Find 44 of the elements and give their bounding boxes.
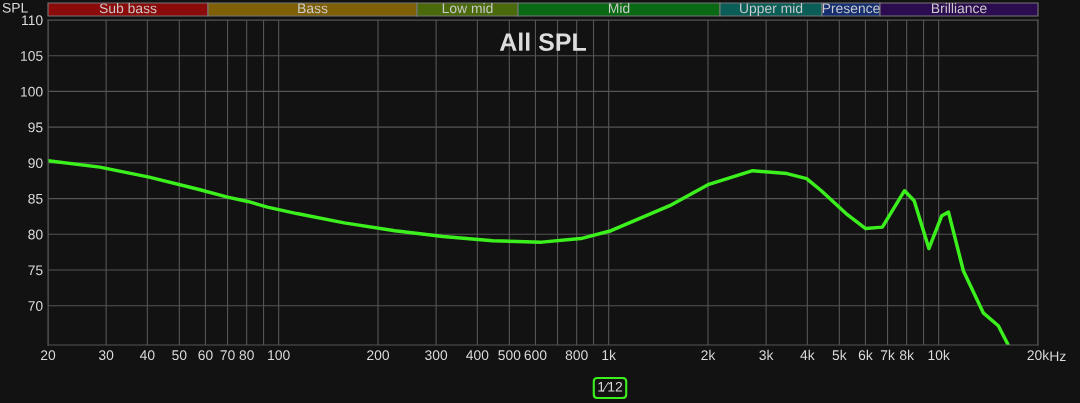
x-tick-label: 800 (565, 350, 588, 361)
x-tick-label: 20k (1027, 349, 1050, 361)
x-tick-label: 20 (40, 350, 56, 361)
y-tick-label: 100 (21, 86, 43, 97)
x-tick-label: 4k (800, 349, 815, 360)
x-tick-label: 100 (268, 350, 290, 361)
x-tick-label: 60 (198, 350, 213, 361)
y-tick-label: 75 (28, 265, 43, 276)
text: Presence (822, 3, 880, 14)
x-tick-label: 7k (880, 349, 895, 360)
x-tick-label: 5k (832, 349, 847, 361)
text: Brilliance (931, 3, 987, 14)
text: 1⁄12 (598, 381, 623, 392)
text: Sub bass (99, 3, 157, 14)
x-axis-title: Hz (1050, 351, 1066, 361)
x-tick-label: 50 (172, 350, 187, 361)
x-tick-label: 6k (858, 349, 873, 361)
text: Upper mid (740, 3, 803, 16)
text: Low mid (442, 3, 493, 14)
x-tick-label: 30 (98, 350, 114, 361)
x-tick-label: 1k (602, 349, 617, 360)
y-tick-label: 70 (28, 301, 43, 311)
y-tick-label: 105 (21, 51, 43, 61)
x-tick-label: 40 (139, 350, 155, 361)
x-tick-label: 600 (524, 350, 547, 361)
x-tick-label: 500 (498, 350, 521, 361)
text: Bass (298, 3, 328, 14)
x-tick-label: 3k (759, 349, 774, 361)
y-axis-title: SPL (2, 2, 28, 13)
y-tick-label: 95 (28, 122, 43, 133)
y-tick-label: 90 (28, 158, 43, 169)
x-tick-label: 8k (899, 349, 915, 361)
x-tick-label: 400 (466, 350, 489, 361)
y-tick-label: 85 (28, 193, 43, 204)
y-tick-label: 80 (28, 229, 43, 240)
x-tick-label: 300 (425, 350, 448, 361)
x-tick-label: 200 (367, 350, 390, 361)
x-tick-label: 2k (701, 349, 716, 360)
text: Mid (608, 3, 630, 14)
chart-title: All SPL (499, 32, 586, 51)
x-tick-label: 80 (239, 350, 254, 361)
y-tick-label: 110 (22, 15, 43, 26)
x-tick-label: 70 (220, 350, 235, 361)
x-tick-label: 10k (928, 349, 950, 361)
